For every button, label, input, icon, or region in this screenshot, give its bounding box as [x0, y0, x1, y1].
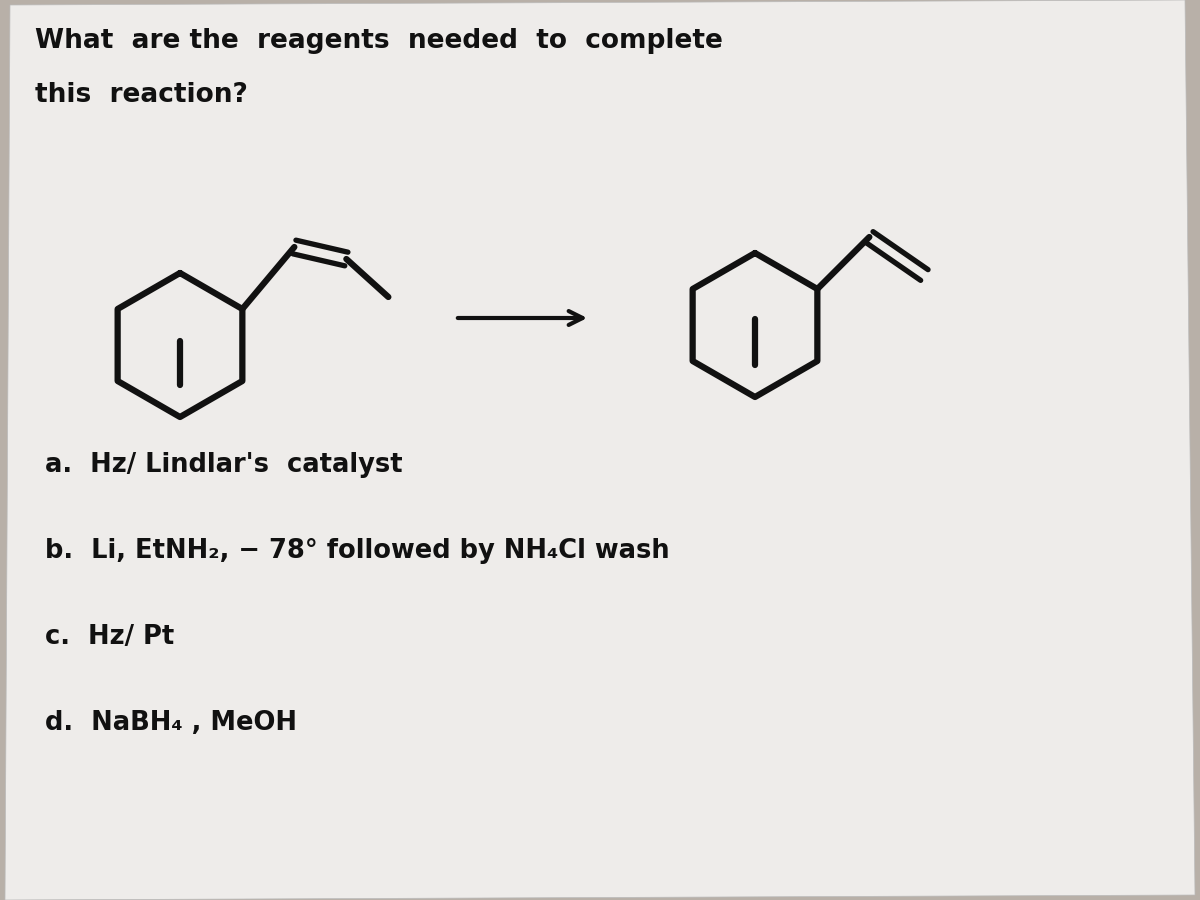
Text: a.  Hz/ Lindlar's  catalyst: a. Hz/ Lindlar's catalyst	[46, 452, 403, 478]
Text: this  reaction?: this reaction?	[35, 82, 248, 108]
Text: b.  Li, EtNH₂, − 78° followed by NH₄Cl wash: b. Li, EtNH₂, − 78° followed by NH₄Cl wa…	[46, 538, 670, 564]
Text: d.  NaBH₄ , MeOH: d. NaBH₄ , MeOH	[46, 710, 298, 736]
Text: What  are the  reagents  needed  to  complete: What are the reagents needed to complete	[35, 28, 722, 54]
Text: c.  Hz/ Pt: c. Hz/ Pt	[46, 624, 174, 650]
Polygon shape	[5, 0, 1195, 900]
